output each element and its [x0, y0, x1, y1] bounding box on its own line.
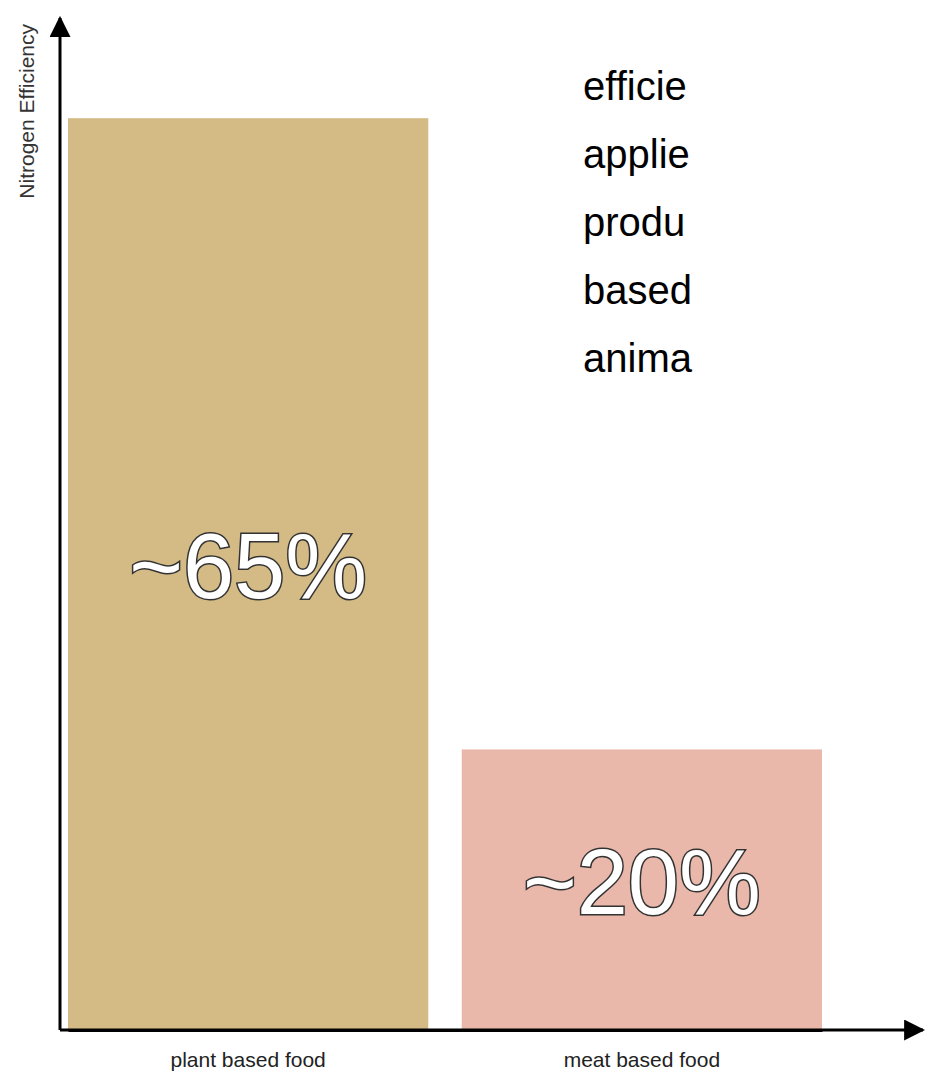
annotation: applie [583, 132, 690, 176]
data-labels: ~65% ~20% [129, 515, 761, 933]
annotation: based [583, 268, 692, 312]
x-tick: plant based food [170, 1048, 325, 1071]
x-tick-label: meat based food [564, 1048, 720, 1071]
annotations: efficie applie produ based anima [583, 64, 693, 380]
y-axis-title: Nitrogen Efficiency [15, 24, 38, 199]
annotation: produ [583, 200, 685, 244]
bars [68, 118, 822, 1030]
bar [68, 118, 428, 1030]
y-axis [60, 18, 61, 1030]
annotation: anima [583, 336, 693, 380]
y-axis-line [59, 18, 62, 1030]
bar [462, 749, 822, 1030]
chart: plant based food meat based food Nitrogen … [0, 0, 929, 1087]
x-tick-label: plant based food [170, 1048, 325, 1071]
x-axis-arrow [60, 1029, 923, 1032]
data-label: ~20% [523, 831, 761, 933]
data-label: ~65% [129, 515, 367, 617]
annotation: efficie [583, 64, 687, 108]
x-axis: plant based food meat based food [69, 1031, 823, 1071]
x-tick: meat based food [564, 1048, 720, 1071]
x-axis-line [69, 1029, 823, 1032]
